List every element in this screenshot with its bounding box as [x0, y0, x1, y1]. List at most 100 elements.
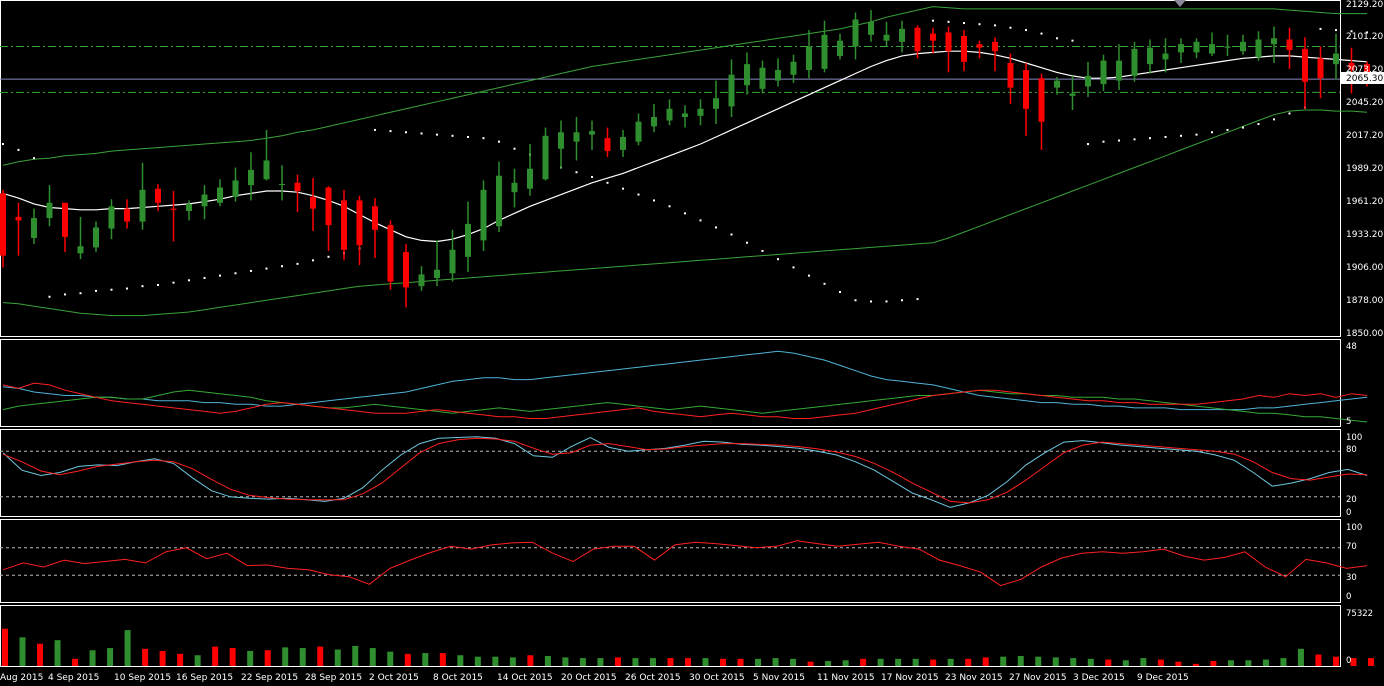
date-label: 27 Nov 2015: [1009, 673, 1067, 683]
date-label: 9 Dec 2015: [1137, 673, 1189, 683]
sar-dot: [420, 132, 423, 135]
volume-bar: [1192, 663, 1199, 666]
stochastic-signal-line: [2, 437, 1368, 504]
volume-bar: [229, 648, 236, 666]
sar-dot: [1180, 134, 1182, 137]
price-label: 2129.20: [1346, 0, 1383, 10]
adx-minus-di-line: [2, 389, 1368, 423]
bullish-candle: [821, 20, 828, 73]
bearish-candle: [403, 243, 409, 308]
price-label: 2101.20: [1346, 32, 1383, 42]
bullish-candle: [449, 229, 456, 282]
volume-bar: [877, 658, 884, 666]
sar-dot: [1149, 137, 1151, 140]
chart-shift-marker-icon[interactable]: [1174, 0, 1186, 7]
candle-body: [0, 193, 6, 256]
candle-body: [961, 35, 967, 62]
price-panel-frame: [0, 0, 1341, 337]
sar-dot: [64, 293, 66, 296]
bullish-candle: [868, 10, 874, 42]
volume-bar: [492, 656, 499, 666]
sar-dot: [482, 137, 485, 140]
bullish-candle: [682, 105, 688, 128]
date-label: 26 Oct 2015: [625, 673, 681, 683]
bullish-candle: [790, 54, 797, 83]
sar-dot: [761, 249, 764, 252]
volume-bar: [107, 648, 114, 666]
bearish-candle: [325, 186, 332, 251]
candle-body: [1100, 60, 1107, 85]
volume-bar: [1017, 655, 1024, 666]
volume-scale-min: 0: [1346, 656, 1351, 666]
volume-bar: [1227, 660, 1234, 666]
volume-bar: [1332, 656, 1339, 666]
candle-body: [806, 46, 812, 71]
candle-body: [1038, 78, 1045, 122]
bullish-candle: [1193, 38, 1200, 59]
sar-dot: [1025, 29, 1027, 32]
price-label: 2073.20: [1346, 65, 1383, 75]
sar-dot: [2, 143, 4, 146]
stoch-scale-label: 80: [1346, 445, 1357, 455]
candle-body: [821, 34, 828, 69]
sar-dot: [203, 276, 206, 279]
bullish-candle: [1178, 38, 1184, 63]
rsi-scale-label: 30: [1346, 573, 1357, 583]
sar-dot: [730, 233, 733, 236]
sar-dot: [172, 281, 175, 284]
date-label: 2 Oct 2015: [369, 673, 419, 683]
candle-body: [31, 218, 37, 239]
bullish-candle: [651, 104, 657, 133]
bullish-candle: [263, 129, 270, 181]
bullish-candle: [713, 80, 719, 125]
sar-dot: [281, 265, 283, 268]
volume-bar: [772, 658, 779, 666]
date-label: 22 Sep 2015: [241, 673, 298, 683]
volume-bar: [194, 655, 201, 666]
candle-body: [480, 189, 487, 241]
candle-body: [930, 33, 936, 41]
sar-dot: [374, 128, 376, 131]
sar-dot: [389, 130, 392, 133]
sar-dot: [947, 20, 950, 23]
candle-body: [976, 44, 983, 48]
candle-body: [1240, 41, 1246, 52]
bullish-candle: [46, 185, 53, 227]
candle-body: [775, 70, 781, 81]
sar-dot: [963, 22, 965, 25]
sar-dot: [637, 193, 640, 196]
bullish-candle: [666, 99, 673, 126]
bearish-candle: [1348, 47, 1355, 94]
sar-dot: [916, 298, 919, 301]
sar-dot: [188, 279, 190, 282]
volume-bar: [177, 653, 184, 666]
candle-body: [604, 138, 611, 152]
candle-body: [248, 169, 254, 186]
bullish-candle: [1131, 41, 1138, 82]
bullish-candle: [728, 59, 735, 118]
sar-dot: [1273, 118, 1275, 121]
sar-dot: [451, 134, 454, 137]
bullish-candle: [899, 20, 905, 53]
volume-bar: [264, 650, 271, 666]
bullish-candle: [1100, 54, 1107, 92]
candlesticks[interactable]: [0, 10, 1370, 308]
date-label: 23 Nov 2015: [945, 673, 1003, 683]
volume-bar: [1157, 659, 1164, 666]
candle-body: [790, 61, 797, 75]
sar-dot: [219, 274, 221, 277]
bearish-candle: [914, 25, 921, 59]
bullish-candle: [1333, 33, 1339, 80]
sar-dot: [1319, 27, 1322, 30]
candle-body: [868, 21, 874, 35]
volume-bar: [37, 643, 44, 666]
candle-body: [558, 132, 564, 149]
bullish-candle: [542, 127, 549, 181]
bearish-candle: [341, 189, 347, 261]
sar-dot: [622, 187, 624, 190]
sar-dot: [126, 287, 128, 290]
volume-bar: [685, 658, 691, 666]
volume-bar: [842, 660, 849, 666]
volume-bar: [720, 658, 727, 666]
